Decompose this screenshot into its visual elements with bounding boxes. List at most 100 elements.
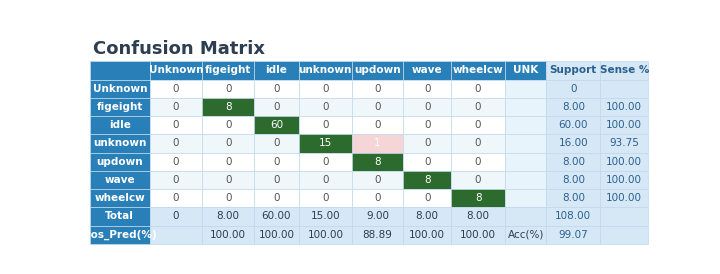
- Text: idle: idle: [266, 65, 287, 76]
- Bar: [254, 153, 299, 171]
- Text: 0: 0: [225, 193, 231, 203]
- Bar: [451, 80, 505, 98]
- Bar: [451, 98, 505, 116]
- Bar: [546, 116, 600, 134]
- Text: 100.00: 100.00: [210, 230, 246, 240]
- Text: Unknown: Unknown: [149, 65, 203, 76]
- Text: 100.00: 100.00: [307, 230, 343, 240]
- Bar: [202, 61, 254, 80]
- Bar: [505, 189, 546, 207]
- Text: 0: 0: [322, 157, 328, 167]
- Bar: [451, 134, 505, 153]
- Bar: [90, 189, 150, 207]
- Bar: [254, 189, 299, 207]
- Bar: [202, 153, 254, 171]
- Bar: [546, 189, 600, 207]
- Bar: [451, 153, 505, 171]
- Bar: [505, 61, 546, 80]
- Bar: [299, 207, 352, 226]
- Bar: [600, 61, 648, 80]
- Bar: [403, 116, 451, 134]
- Bar: [600, 153, 648, 171]
- Text: Confusion Matrix: Confusion Matrix: [93, 39, 265, 58]
- Text: 100.00: 100.00: [460, 230, 496, 240]
- Text: 93.75: 93.75: [609, 138, 639, 149]
- Bar: [202, 134, 254, 153]
- Bar: [254, 207, 299, 226]
- Text: 0: 0: [322, 102, 328, 112]
- Bar: [150, 116, 202, 134]
- Text: 0: 0: [474, 84, 482, 94]
- Bar: [451, 226, 505, 244]
- Bar: [254, 80, 299, 98]
- Bar: [403, 189, 451, 207]
- Text: 8.00: 8.00: [415, 212, 438, 221]
- Text: 0: 0: [424, 138, 431, 149]
- Bar: [505, 116, 546, 134]
- Bar: [352, 226, 403, 244]
- Bar: [254, 98, 299, 116]
- Text: 0: 0: [225, 84, 231, 94]
- Text: Support: Support: [549, 65, 597, 76]
- Text: wave: wave: [104, 175, 135, 185]
- Text: 100.00: 100.00: [606, 175, 642, 185]
- Text: idle: idle: [109, 120, 131, 130]
- Bar: [600, 226, 648, 244]
- Bar: [600, 189, 648, 207]
- Bar: [451, 61, 505, 80]
- Text: 0: 0: [173, 157, 179, 167]
- Bar: [150, 189, 202, 207]
- Text: 0: 0: [273, 102, 279, 112]
- Text: 8: 8: [225, 102, 232, 112]
- Text: UNK: UNK: [513, 65, 539, 76]
- Bar: [90, 207, 150, 226]
- Bar: [546, 226, 600, 244]
- Bar: [150, 98, 202, 116]
- Bar: [403, 207, 451, 226]
- Bar: [254, 171, 299, 189]
- Text: wheelcw: wheelcw: [453, 65, 503, 76]
- Text: 0: 0: [474, 102, 482, 112]
- Text: 15: 15: [319, 138, 332, 149]
- Text: 0: 0: [173, 138, 179, 149]
- Bar: [600, 134, 648, 153]
- Text: 0: 0: [173, 84, 179, 94]
- Bar: [150, 61, 202, 80]
- Text: 100.00: 100.00: [258, 230, 294, 240]
- Text: Acc(%): Acc(%): [508, 230, 544, 240]
- Bar: [202, 116, 254, 134]
- Bar: [600, 98, 648, 116]
- Bar: [600, 171, 648, 189]
- Text: 16.00: 16.00: [559, 138, 588, 149]
- Text: unknown: unknown: [299, 65, 352, 76]
- Text: 8: 8: [424, 175, 431, 185]
- Bar: [150, 226, 202, 244]
- Bar: [150, 80, 202, 98]
- Bar: [90, 61, 150, 80]
- Bar: [90, 153, 150, 171]
- Bar: [254, 134, 299, 153]
- Text: Total: Total: [105, 212, 134, 221]
- Bar: [600, 116, 648, 134]
- Bar: [600, 80, 648, 98]
- Bar: [202, 171, 254, 189]
- Bar: [403, 134, 451, 153]
- Bar: [202, 207, 254, 226]
- Bar: [150, 134, 202, 153]
- Bar: [90, 98, 150, 116]
- Text: updown: updown: [354, 65, 401, 76]
- Text: 8.00: 8.00: [217, 212, 240, 221]
- Bar: [505, 153, 546, 171]
- Text: 0: 0: [322, 84, 328, 94]
- Bar: [299, 153, 352, 171]
- Bar: [451, 189, 505, 207]
- Bar: [150, 207, 202, 226]
- Text: unknown: unknown: [93, 138, 146, 149]
- Bar: [505, 98, 546, 116]
- Bar: [352, 61, 403, 80]
- Bar: [403, 80, 451, 98]
- Bar: [352, 207, 403, 226]
- Text: figeight: figeight: [96, 102, 143, 112]
- Text: 100.00: 100.00: [606, 102, 642, 112]
- Bar: [600, 207, 648, 226]
